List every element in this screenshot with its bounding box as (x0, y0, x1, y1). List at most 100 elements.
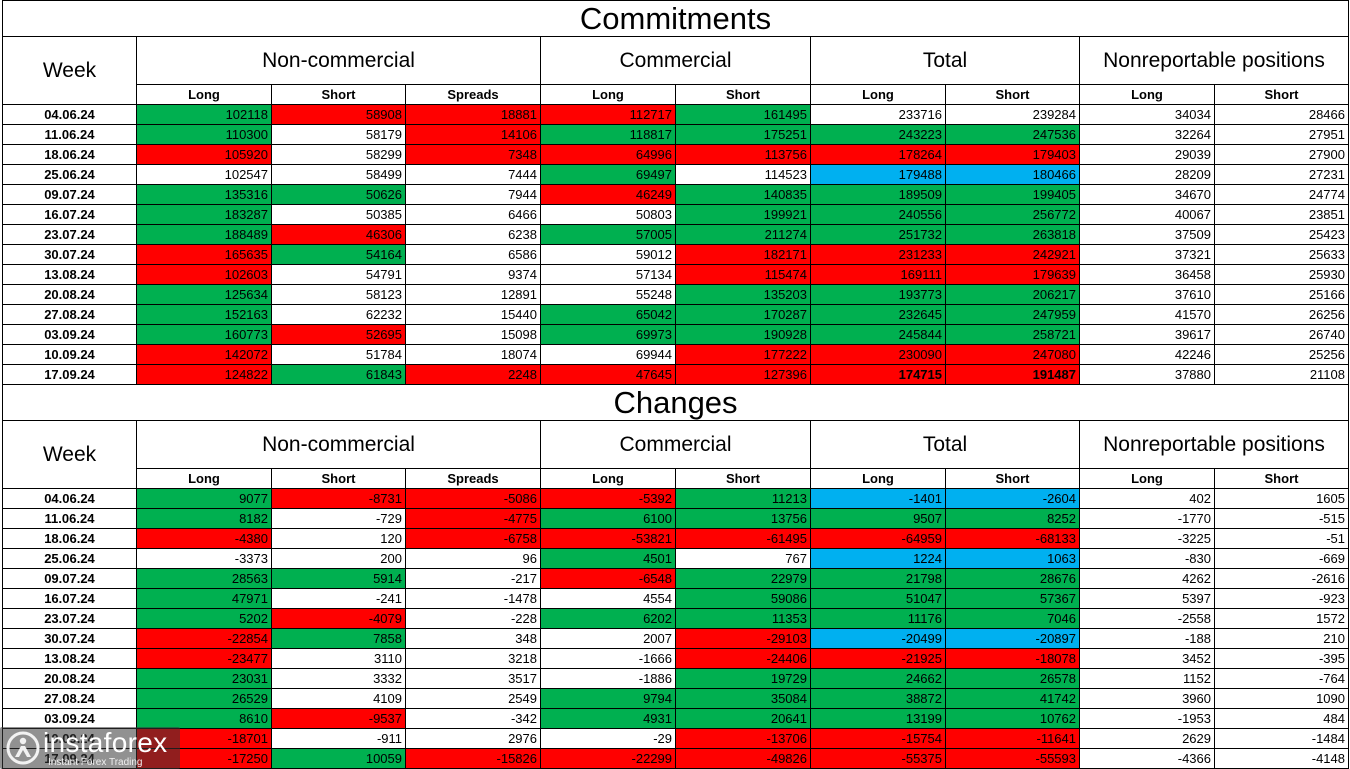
value-cell-commercial-short: 175251 (676, 125, 811, 145)
value-cell-noncommercial-long: 5202 (137, 609, 272, 629)
value-cell-noncommercial-spreads: -5086 (406, 489, 541, 509)
value-cell-noncommercial-short: 52695 (272, 325, 406, 345)
value-cell-nonreportable-short: 1605 (1215, 489, 1349, 509)
value-cell-noncommercial-long: 160773 (137, 325, 272, 345)
column-header-total-short: Short (946, 85, 1080, 105)
value-cell-commercial-long: 69973 (541, 325, 676, 345)
group-header-nonreportable-positions: Nonreportable positions (1080, 37, 1349, 85)
value-cell-total-short: 239284 (946, 105, 1080, 125)
column-header-commercial-short: Short (676, 469, 811, 489)
value-cell-nonreportable-short: 24774 (1215, 185, 1349, 205)
value-cell-total-long: 243223 (811, 125, 946, 145)
column-header-total-short: Short (946, 469, 1080, 489)
week-cell: 11.06.24 (3, 125, 137, 145)
value-cell-total-long: -20499 (811, 629, 946, 649)
value-cell-commercial-long: 4501 (541, 549, 676, 569)
value-cell-nonreportable-short: -515 (1215, 509, 1349, 529)
value-cell-commercial-short: 161495 (676, 105, 811, 125)
value-cell-total-short: -55593 (946, 749, 1080, 769)
value-cell-commercial-short: 140835 (676, 185, 811, 205)
value-cell-nonreportable-long: 5397 (1080, 589, 1215, 609)
value-cell-noncommercial-spreads: 2976 (406, 729, 541, 749)
week-cell: 23.07.24 (3, 225, 137, 245)
value-cell-commercial-short: 190928 (676, 325, 811, 345)
group-header-commercial: Commercial (541, 421, 811, 469)
column-header-noncommercial-long: Long (137, 85, 272, 105)
value-cell-noncommercial-spreads: 7348 (406, 145, 541, 165)
value-cell-nonreportable-long: 2629 (1080, 729, 1215, 749)
commitments-table: Commitments Week Non-commercial Long Short Sp… (2, 0, 1349, 385)
value-cell-noncommercial-spreads: 7444 (406, 165, 541, 185)
value-cell-total-short: 8252 (946, 509, 1080, 529)
value-cell-noncommercial-long: 110300 (137, 125, 272, 145)
value-cell-nonreportable-short: 484 (1215, 709, 1349, 729)
value-cell-nonreportable-long: 1152 (1080, 669, 1215, 689)
value-cell-noncommercial-spreads: 3517 (406, 669, 541, 689)
value-cell-noncommercial-short: -8731 (272, 489, 406, 509)
value-cell-noncommercial-spreads: -228 (406, 609, 541, 629)
week-cell: 20.08.24 (3, 669, 137, 689)
value-cell-noncommercial-long: 26529 (137, 689, 272, 709)
value-cell-commercial-short: -13706 (676, 729, 811, 749)
value-cell-nonreportable-short: -923 (1215, 589, 1349, 609)
value-cell-noncommercial-long: 102547 (137, 165, 272, 185)
value-cell-commercial-long: 6202 (541, 609, 676, 629)
value-cell-noncommercial-short: 3332 (272, 669, 406, 689)
week-cell: 03.09.24 (3, 709, 137, 729)
value-cell-nonreportable-short: 210 (1215, 629, 1349, 649)
value-cell-nonreportable-short: -764 (1215, 669, 1349, 689)
value-cell-total-short: -18078 (946, 649, 1080, 669)
value-cell-nonreportable-long: 37880 (1080, 365, 1215, 385)
value-cell-commercial-long: -53821 (541, 529, 676, 549)
value-cell-noncommercial-short: 120 (272, 529, 406, 549)
value-cell-noncommercial-spreads: 12891 (406, 285, 541, 305)
value-cell-nonreportable-short: -4148 (1215, 749, 1349, 769)
value-cell-noncommercial-short: 58179 (272, 125, 406, 145)
value-cell-noncommercial-spreads: 2549 (406, 689, 541, 709)
week-cell: 16.07.24 (3, 205, 137, 225)
value-cell-commercial-long: -1886 (541, 669, 676, 689)
column-header-commercial-long: Long (541, 469, 676, 489)
week-cell: 25.06.24 (3, 549, 137, 569)
value-cell-nonreportable-short: 27231 (1215, 165, 1349, 185)
column-header-commercial-long: Long (541, 85, 676, 105)
value-cell-nonreportable-long: 37509 (1080, 225, 1215, 245)
value-cell-total-long: 189509 (811, 185, 946, 205)
week-cell: 04.06.24 (3, 489, 137, 509)
column-header-commercial-short: Short (676, 85, 811, 105)
value-cell-total-long: 178264 (811, 145, 946, 165)
value-cell-commercial-long: 69497 (541, 165, 676, 185)
value-cell-noncommercial-long: 124822 (137, 365, 272, 385)
value-cell-noncommercial-long: 102603 (137, 265, 272, 285)
value-cell-total-short: 7046 (946, 609, 1080, 629)
value-cell-nonreportable-long: 34670 (1080, 185, 1215, 205)
value-cell-noncommercial-long: 165635 (137, 245, 272, 265)
value-cell-commercial-long: -1666 (541, 649, 676, 669)
value-cell-nonreportable-long: 28209 (1080, 165, 1215, 185)
value-cell-noncommercial-spreads: 348 (406, 629, 541, 649)
value-cell-commercial-short: 113756 (676, 145, 811, 165)
value-cell-total-short: 247959 (946, 305, 1080, 325)
value-cell-total-long: -64959 (811, 529, 946, 549)
value-cell-noncommercial-short: 58908 (272, 105, 406, 125)
value-cell-noncommercial-short: -9537 (272, 709, 406, 729)
column-header-noncommercial-spreads: Spreads (406, 85, 541, 105)
value-cell-commercial-short: -29103 (676, 629, 811, 649)
value-cell-commercial-short: 22979 (676, 569, 811, 589)
value-cell-nonreportable-long: -188 (1080, 629, 1215, 649)
value-cell-nonreportable-long: -1953 (1080, 709, 1215, 729)
changes-table: Changes Week Non-commercial Long Short Spread… (2, 385, 1349, 769)
value-cell-noncommercial-short: 51784 (272, 345, 406, 365)
week-cell: 13.08.24 (3, 265, 137, 285)
value-cell-nonreportable-long: -2558 (1080, 609, 1215, 629)
column-header-nonreportable-short: Short (1215, 469, 1349, 489)
value-cell-nonreportable-short: 25930 (1215, 265, 1349, 285)
group-header-nonreportable-positions: Nonreportable positions (1080, 421, 1349, 469)
value-cell-noncommercial-spreads: 6238 (406, 225, 541, 245)
value-cell-noncommercial-short: -911 (272, 729, 406, 749)
value-cell-commercial-long: 118817 (541, 125, 676, 145)
value-cell-commercial-short: 135203 (676, 285, 811, 305)
value-cell-noncommercial-long: 9077 (137, 489, 272, 509)
value-cell-nonreportable-long: 37610 (1080, 285, 1215, 305)
value-cell-commercial-long: -29 (541, 729, 676, 749)
